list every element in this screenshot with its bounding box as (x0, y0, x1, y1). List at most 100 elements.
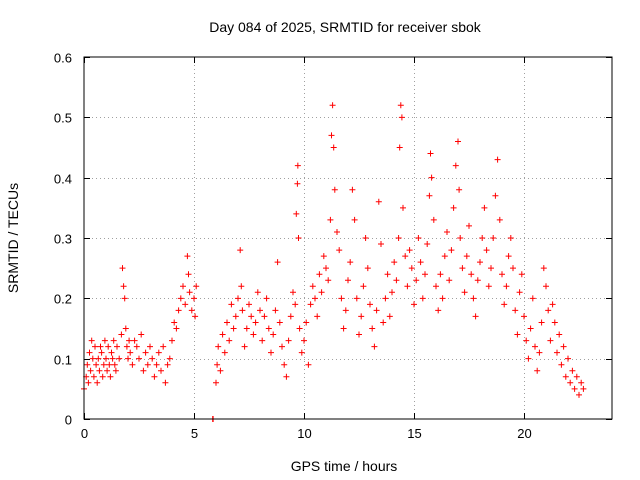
data-point (316, 271, 323, 278)
data-point (395, 235, 402, 241)
data-point (406, 247, 413, 254)
data-point (404, 283, 411, 290)
data-point (164, 361, 171, 368)
data-point (180, 283, 186, 290)
data-point (380, 319, 387, 326)
data-point (562, 373, 569, 380)
data-point (153, 361, 160, 368)
data-point (446, 277, 453, 284)
data-point (142, 349, 149, 356)
data-point (173, 325, 180, 332)
data-point (293, 210, 300, 217)
x-tick-label: 0 (81, 426, 88, 441)
data-point (463, 253, 470, 260)
data-point (265, 325, 272, 332)
data-point (274, 259, 281, 266)
data-point (456, 186, 463, 193)
data-point (455, 138, 461, 145)
data-point (558, 361, 565, 368)
data-point (534, 367, 541, 374)
data-point (127, 349, 134, 356)
data-point (110, 337, 117, 344)
data-point (396, 144, 403, 151)
data-point (149, 355, 156, 362)
data-point (144, 361, 151, 368)
data-point (298, 349, 305, 356)
data-point (398, 114, 405, 121)
data-point (94, 379, 101, 386)
data-point (133, 343, 140, 350)
data-point (576, 391, 582, 398)
data-point (389, 289, 395, 296)
data-point (257, 307, 263, 314)
data-point (160, 343, 167, 350)
data-point (96, 367, 103, 374)
data-point (237, 247, 244, 254)
data-point (307, 301, 314, 308)
data-point (371, 343, 378, 350)
data-point (468, 271, 475, 278)
data-point (323, 265, 329, 272)
data-point (103, 355, 109, 362)
data-point (362, 235, 369, 241)
y-tick-label: 0.6 (54, 51, 72, 66)
data-point (565, 355, 571, 362)
data-point (125, 355, 131, 362)
data-point (252, 319, 259, 326)
data-point (549, 301, 556, 308)
data-point (536, 349, 543, 356)
data-point (516, 289, 523, 296)
data-point (301, 337, 307, 344)
data-point (101, 337, 108, 344)
chart-title: Day 084 of 2025, SRMTID for receiver sbo… (209, 19, 482, 35)
data-point (185, 271, 192, 278)
data-point (547, 337, 554, 344)
data-point (554, 349, 560, 356)
data-point (402, 253, 409, 260)
data-point (378, 241, 384, 248)
data-point (329, 102, 336, 109)
data-point (272, 307, 279, 314)
data-point (345, 277, 351, 284)
data-point (417, 259, 424, 266)
data-point (358, 313, 365, 320)
data-point (228, 301, 235, 308)
data-point (188, 307, 195, 314)
data-point (503, 283, 510, 290)
data-point (433, 283, 439, 290)
data-point (121, 295, 128, 302)
data-point (151, 373, 158, 380)
data-point (461, 289, 468, 296)
data-point (422, 271, 428, 278)
data-point (494, 156, 501, 163)
y-axis-label: SRMTID / TECUs (5, 183, 21, 293)
data-point (330, 144, 337, 151)
data-point (162, 379, 169, 386)
data-point (514, 331, 521, 338)
data-point (580, 385, 587, 392)
data-point (353, 295, 360, 302)
data-point (123, 343, 130, 350)
data-point (521, 313, 527, 320)
data-point (349, 186, 356, 193)
data-point (295, 235, 302, 241)
data-point (122, 325, 129, 332)
x-tick-label: 20 (517, 426, 531, 441)
data-point (98, 349, 105, 356)
data-point (384, 271, 391, 278)
data-point (261, 313, 268, 320)
data-point (424, 241, 431, 248)
data-point (246, 301, 252, 308)
data-point (351, 216, 358, 223)
data-point (472, 313, 479, 320)
data-point (413, 277, 420, 284)
data-point (479, 235, 486, 241)
data-point (518, 271, 525, 278)
data-point (474, 277, 481, 284)
data-point (241, 343, 248, 350)
data-point (419, 295, 426, 302)
data-point (263, 295, 270, 302)
data-point (193, 283, 200, 290)
data-point (243, 325, 250, 332)
data-point (92, 343, 98, 350)
